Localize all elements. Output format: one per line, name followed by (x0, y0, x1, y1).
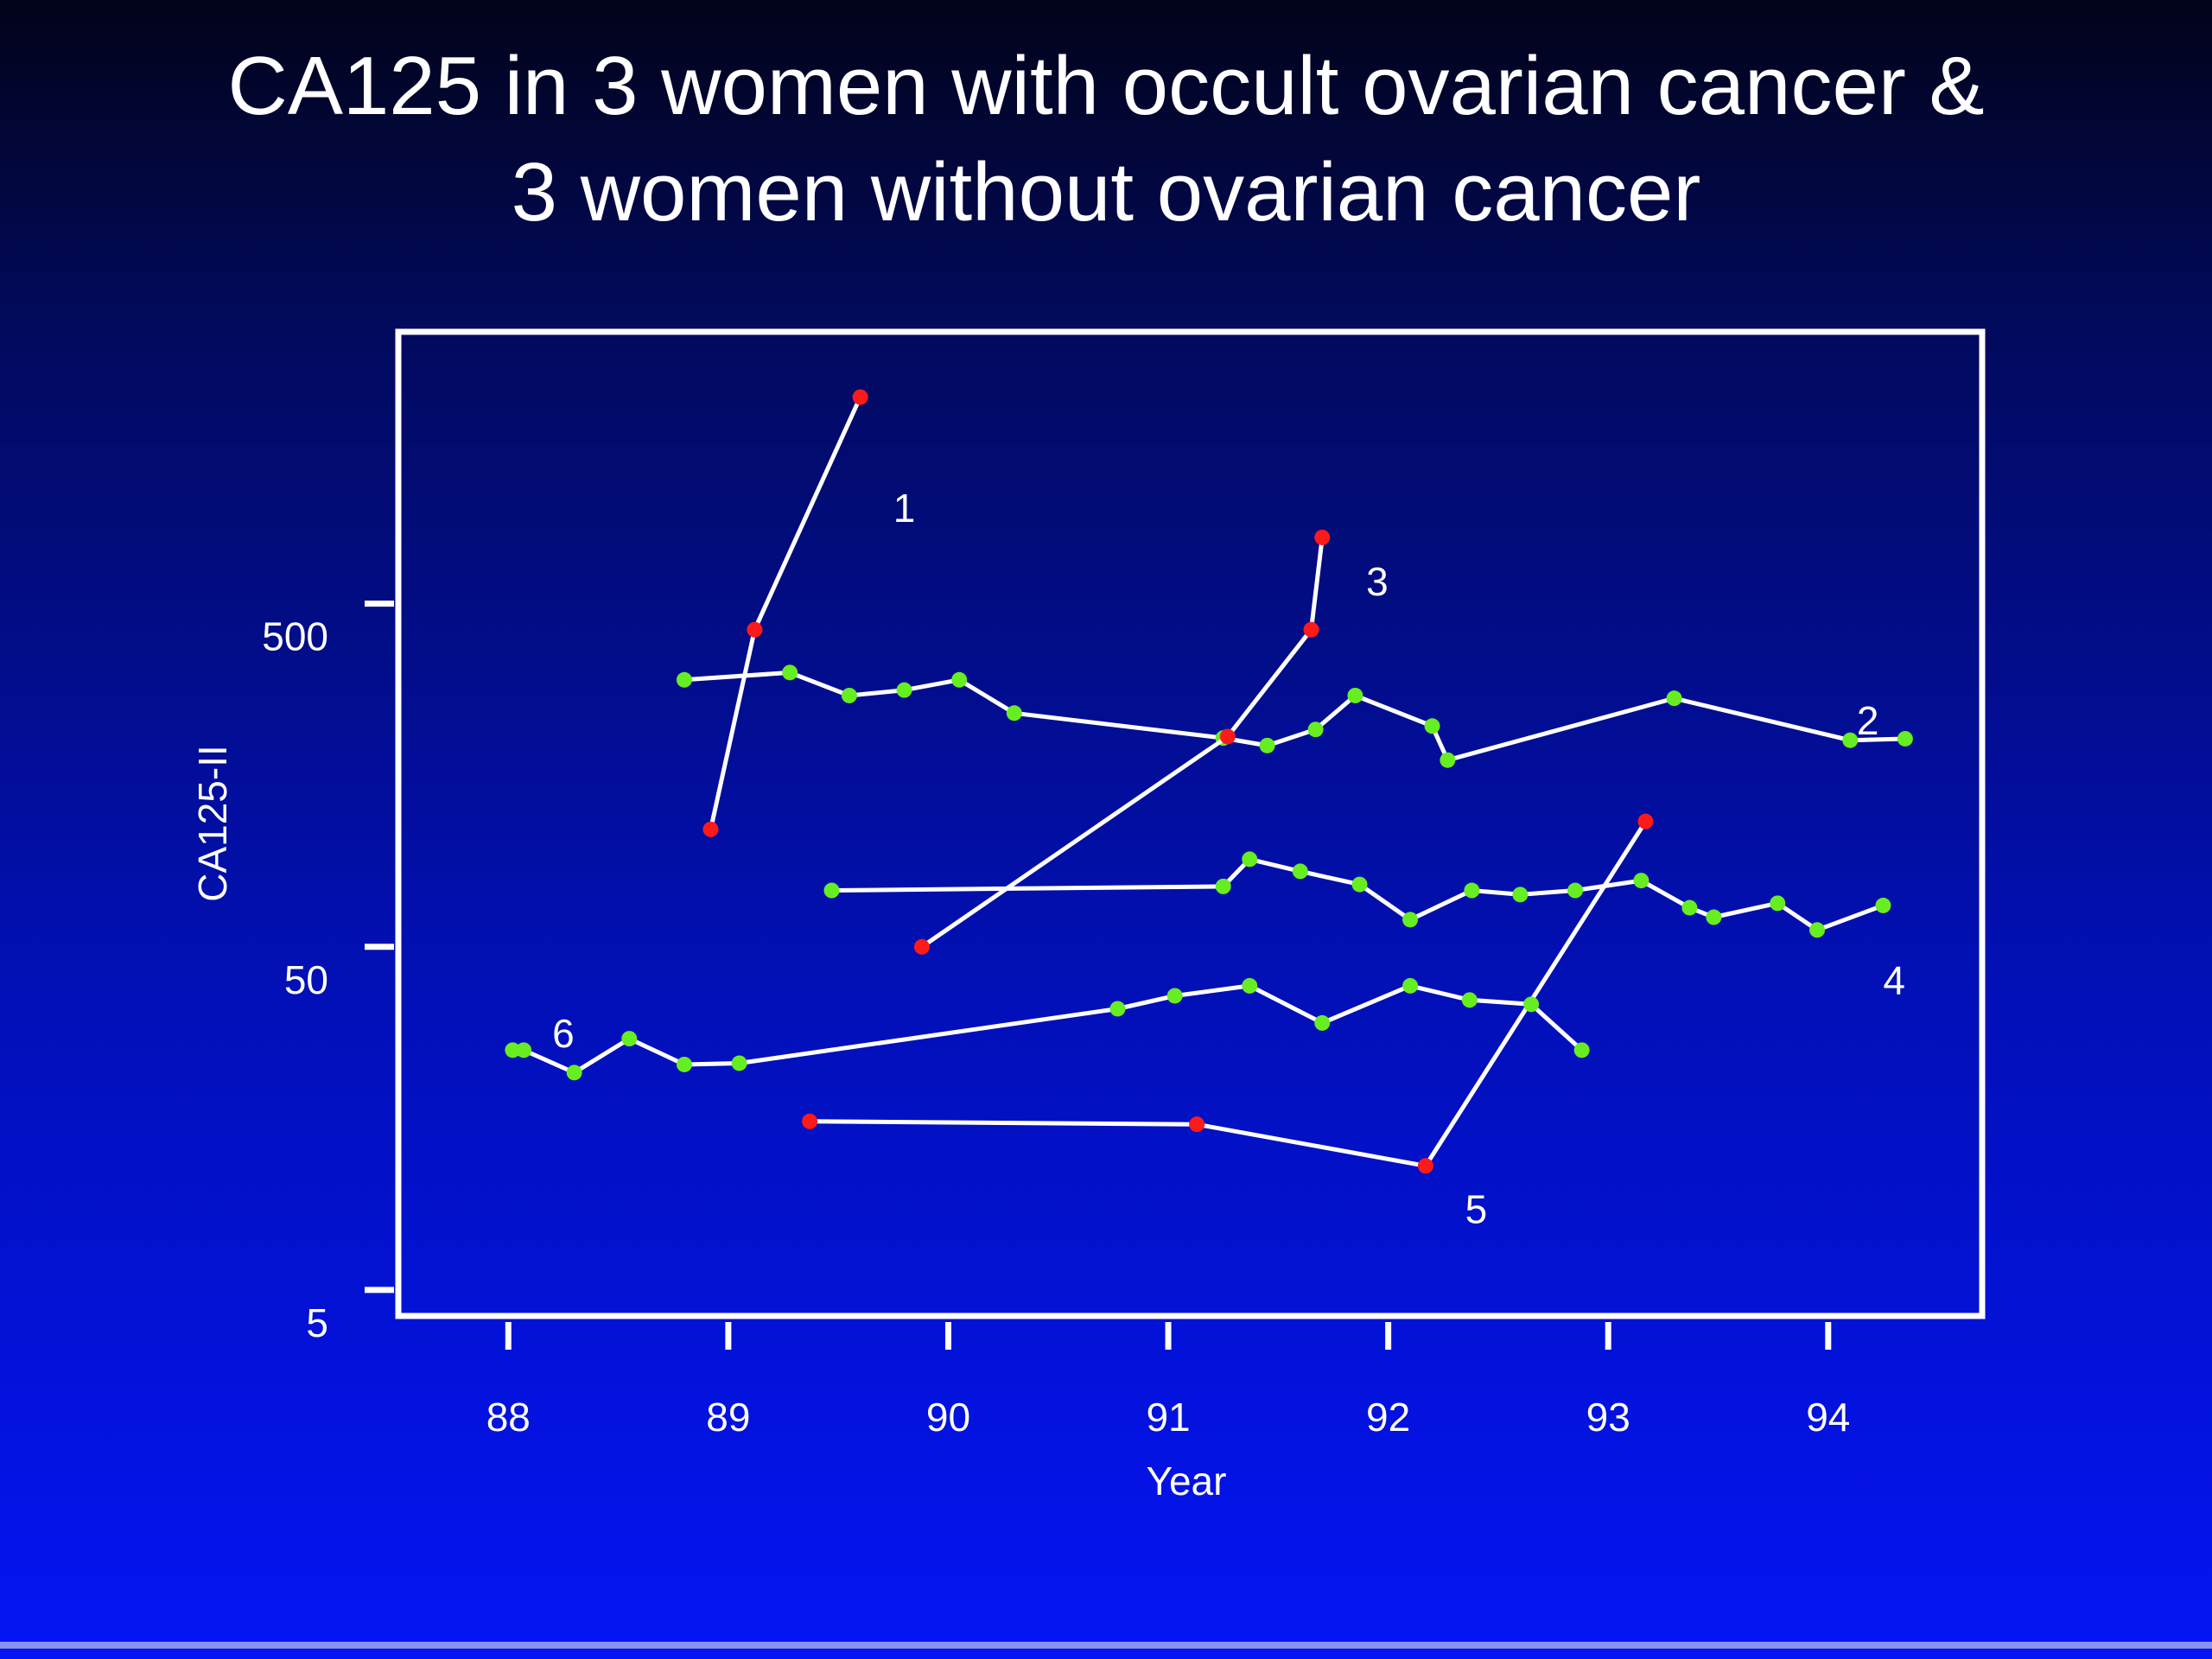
series-4-point-9 (1567, 882, 1584, 899)
bottom-rule (0, 1642, 2212, 1649)
series-1-point-1 (702, 821, 719, 837)
series-2-point-3 (841, 687, 857, 703)
series-3: 3 (913, 529, 1389, 955)
series-6-point-2 (516, 1042, 532, 1058)
series-6-point-5 (676, 1056, 692, 1072)
series-4-point-10 (1633, 873, 1649, 889)
series-4-point-15 (1875, 897, 1891, 913)
series-6-point-12 (1461, 992, 1478, 1008)
series-5-point-1 (802, 1113, 818, 1129)
series-2-point-11 (1424, 718, 1440, 734)
series-6-point-8 (1166, 988, 1183, 1004)
series-2-point-8 (1259, 737, 1275, 753)
series-6: 6 (505, 977, 1590, 1081)
x-tick-label-92: 92 (1366, 1395, 1410, 1440)
slide-title-line-1: CA125 in 3 women with occult ovarian can… (227, 40, 1985, 132)
series-6-point-10 (1314, 1014, 1331, 1031)
series-5: 5 (802, 813, 1654, 1231)
series-5-point-4 (1637, 813, 1654, 830)
x-tick-label-93: 93 (1586, 1395, 1630, 1440)
series-2-point-6 (1006, 705, 1022, 721)
y-axis-title: CA125-II (190, 745, 235, 902)
series-2-point-14 (1842, 732, 1859, 748)
series-2-point-1 (676, 671, 692, 688)
series-4-point-8 (1512, 887, 1529, 903)
series-3-label: 3 (1366, 559, 1389, 604)
y-tick-label-5: 5 (306, 1300, 328, 1345)
x-axis-title: Year (1147, 1459, 1227, 1503)
series-4-point-1 (823, 882, 840, 899)
series-1-point-3 (852, 389, 868, 405)
series-4-label: 4 (1883, 957, 1905, 1002)
series-4-point-11 (1681, 899, 1698, 916)
series-6-line (512, 983, 1584, 1075)
series-3-point-3 (1303, 621, 1319, 638)
series-6-point-14 (1573, 1042, 1590, 1058)
series-2-point-5 (951, 671, 968, 688)
y-axis: 5 50 500 (262, 601, 394, 1345)
series-6-point-1 (505, 1042, 521, 1058)
series-4-point-13 (1770, 895, 1786, 912)
series-2-point-9 (1307, 721, 1324, 738)
series-4-point-14 (1809, 922, 1826, 938)
series-4: 4 (823, 851, 1905, 1002)
series-4-point-12 (1706, 909, 1722, 925)
series-6-point-3 (566, 1065, 582, 1081)
plot-series: 1 2 3 4 5 6 (505, 389, 1913, 1231)
series-6-point-13 (1523, 996, 1540, 1013)
series-2-point-12 (1440, 752, 1456, 768)
series-6-point-11 (1402, 977, 1419, 994)
series-3-line (920, 537, 1325, 949)
series-2-point-13 (1666, 690, 1682, 707)
series-5-label: 5 (1465, 1186, 1488, 1231)
series-2-point-10 (1347, 687, 1363, 703)
series-4-point-7 (1464, 882, 1480, 899)
x-tick-label-91: 91 (1146, 1395, 1190, 1440)
x-tick-label-94: 94 (1806, 1395, 1850, 1440)
y-tick-label-50: 50 (284, 957, 328, 1002)
series-1: 1 (702, 389, 916, 837)
series-4-point-3 (1242, 851, 1258, 868)
x-tick-label-90: 90 (926, 1395, 970, 1440)
series-1-point-2 (747, 621, 763, 638)
series-2-point-15 (1897, 730, 1913, 747)
slide-title: CA125 in 3 women with occult ovarian can… (0, 33, 2212, 245)
y-tick-label-500: 500 (262, 614, 328, 659)
series-2-line (683, 670, 1905, 763)
series-6-point-4 (621, 1031, 638, 1047)
series-5-line (810, 820, 1648, 1168)
x-tick-label-88: 88 (486, 1395, 531, 1440)
series-6-point-6 (731, 1055, 747, 1071)
series-2-label: 2 (1857, 698, 1879, 743)
series-4-point-2 (1215, 878, 1231, 894)
series-2-point-2 (782, 664, 798, 681)
series-2: 2 (676, 664, 1913, 768)
series-2-point-4 (896, 682, 912, 698)
series-4-point-6 (1402, 912, 1419, 928)
series-5-point-2 (1189, 1116, 1205, 1133)
series-4-point-4 (1292, 863, 1308, 880)
series-3-point-4 (1314, 529, 1331, 545)
series-6-label: 6 (552, 1011, 575, 1056)
series-4-point-5 (1351, 876, 1368, 893)
plot-frame (395, 328, 1986, 1319)
series-5-point-3 (1417, 1158, 1433, 1174)
slide-title-line-2: 3 women without ovarian cancer (511, 146, 1701, 238)
x-tick-label-89: 89 (706, 1395, 750, 1440)
series-3-point-2 (1219, 728, 1236, 745)
series-3-point-1 (913, 938, 930, 955)
x-axis: 88 89 90 91 92 93 94 (486, 1322, 1850, 1440)
series-6-point-9 (1242, 977, 1258, 994)
series-1-line (709, 396, 862, 830)
series-6-point-7 (1109, 1001, 1126, 1017)
series-1-label: 1 (893, 486, 916, 531)
series-4-line (831, 856, 1885, 932)
